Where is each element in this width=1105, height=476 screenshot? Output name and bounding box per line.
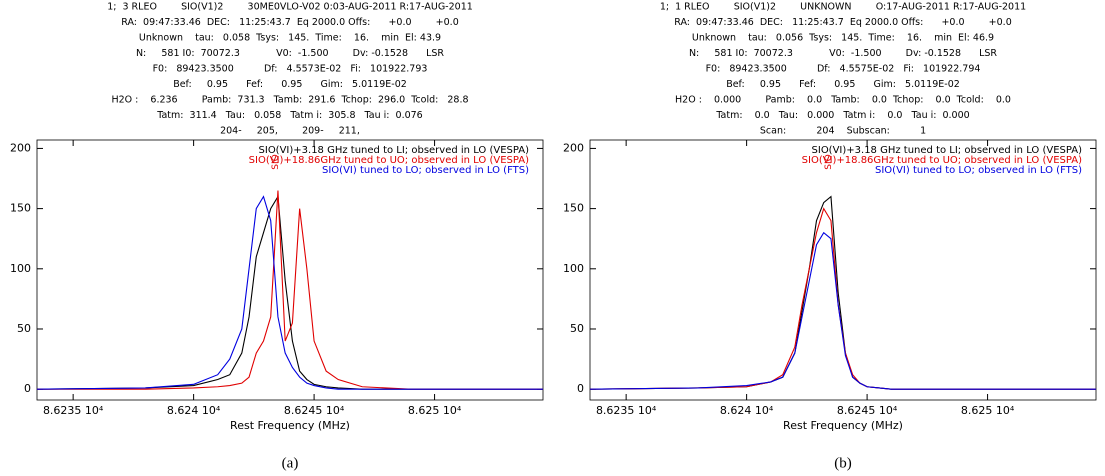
x-tick-label: 8.624 10⁴ [720,404,774,417]
header-line: Scan: 204 Subscan: 1 [760,126,926,137]
header-line: Tatm: 0.0 Tau: 0.000 Tatm i: 0.0 Tau i: … [715,110,969,121]
y-tick-label: 50 [17,322,31,335]
header-line: N: 581 I0: 70072.3 V0: -1.500 Dv: -0.152… [689,48,997,59]
header-line: 204- 205, 209- 211, [220,126,360,137]
y-tick-label: 100 [563,262,584,275]
x-tick-label: 8.625 10⁴ [408,404,462,417]
legend-entry: SIO(VI) tuned to LO; observed in LO (FTS… [322,165,529,176]
legend-entry: SIO(VI)+18.86GHz tuned to UO; observed i… [249,155,529,166]
header-line: H2O : 6.236 Pamb: 731.3 Tamb: 291.6 Tcho… [111,95,468,106]
y-tick-label: 200 [563,141,584,154]
caption: (a) [282,455,299,471]
spectrum-line [589,231,1096,390]
plot-frame [36,139,544,401]
header-line: Bef: 0.95 Fef: 0.95 Gim: 5.0119E-02 [726,79,960,90]
y-tick-label: 150 [10,202,31,215]
spectrum-line [589,195,1096,390]
spectrum-line [36,194,543,390]
legend-entry: SIO(VI) tuned to LO; observed in LO (FTS… [875,165,1082,176]
x-tick-label: 8.624 10⁴ [167,404,221,417]
caption: (b) [834,455,852,471]
header-line: F0: 89423.3500 Df: 4.5575E-02 Fi: 101922… [706,64,981,75]
x-tick-label: 8.6245 10⁴ [284,404,345,417]
y-tick-label: 50 [570,322,584,335]
x-tick-label: 8.6235 10⁴ [596,404,657,417]
x-tick-label: 8.6235 10⁴ [43,404,104,417]
header-line: Unknown tau: 0.058 Tsys: 145. Time: 16. … [139,33,441,44]
spectrum-line [36,195,543,390]
legend-entry: SIO(VI)+18.86GHz tuned to UO; observed i… [802,155,1082,166]
spectrum-line [37,190,543,390]
header-line: H2O : 0.000 Pamb: 0.0 Tamb: 0.0 Tchop: 0… [675,95,1011,106]
header-line: Bef: 0.95 Fef: 0.95 Gim: 5.0119E-02 [173,79,407,90]
x-axis-label: Rest Frequency (MHz) [783,419,903,432]
plot-frame [589,139,1097,401]
header-line: Unknown tau: 0.056 Tsys: 145. Time: 16. … [692,33,994,44]
header-line: 1; 3 RLEO SIO(V1)2 30ME0VLO-V02 0:03-AUG… [107,2,473,13]
y-tick-label: 0 [24,382,31,395]
line-marker-label: SIO [824,154,834,169]
header-line: F0: 89423.3500 Df: 4.5573E-02 Fi: 101922… [153,64,428,75]
header-line: RA: 09:47:33.46 DEC: 11:25:43.7 Eq 2000.… [674,17,1011,28]
legend-entry: SIO(VI)+3.18 GHz tuned to LI; observed i… [812,145,1083,156]
x-tick-label: 8.6245 10⁴ [837,404,898,417]
line-marker-label: SIO [271,154,281,169]
header-line: Tatm: 311.4 Tau: 0.058 Tatm i: 305.8 Tau… [156,110,422,121]
y-tick-label: 100 [10,262,31,275]
x-tick-label: 8.625 10⁴ [961,404,1015,417]
spectrum-line [589,207,1096,390]
header-line: RA: 09:47:33.46 DEC: 11:25:43.7 Eq 2000.… [121,17,458,28]
x-axis-label: Rest Frequency (MHz) [230,419,350,432]
y-tick-label: 0 [577,382,584,395]
header-line: N: 581 I0: 70072.3 V0: -1.500 Dv: -0.152… [136,48,444,59]
legend-entry: SIO(VI)+3.18 GHz tuned to LI; observed i… [259,145,530,156]
header-line: 1; 1 RLEO SIO(V1)2 UNKNOWN O:17-AUG-2011… [660,2,1026,13]
y-tick-label: 200 [10,141,31,154]
y-tick-label: 150 [563,202,584,215]
